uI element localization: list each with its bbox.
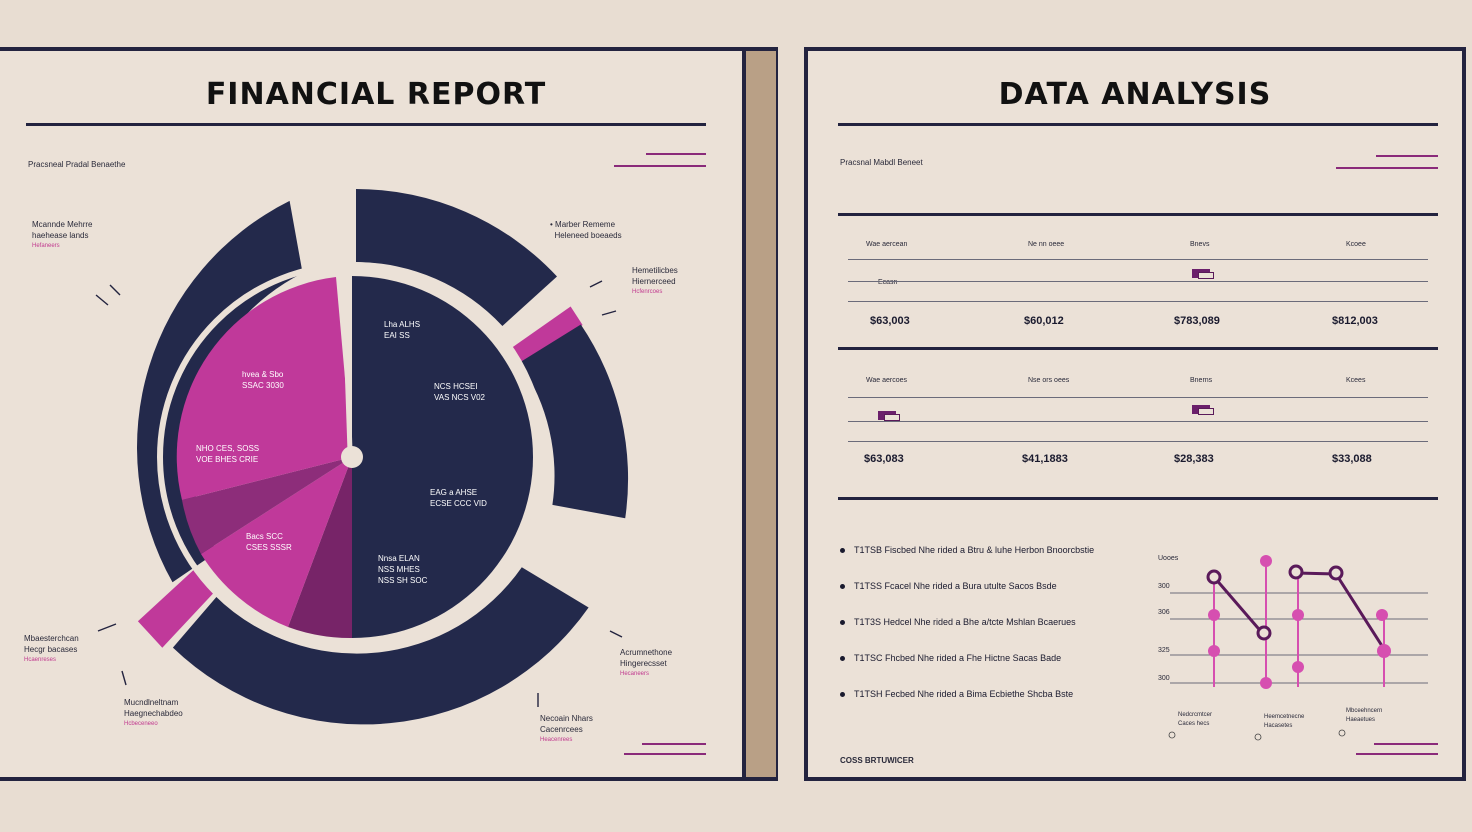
data-marker — [1192, 405, 1214, 415]
accent-line — [624, 753, 706, 755]
panel-subtitle: Pracsneal Pradal Benaethe — [28, 160, 126, 169]
table-value: $60,012 — [1024, 315, 1064, 327]
accent-line — [1336, 167, 1438, 169]
accent-line — [1374, 743, 1438, 745]
callout: Hemetilicbes Hiernerceed Hcfenrcoes — [632, 266, 678, 295]
column-header: Bnerns — [1190, 377, 1213, 384]
table-value: $63,003 — [870, 315, 910, 327]
data-analysis-panel: DATA ANALYSIS Pracsnal Mabdl Beneet Wae … — [804, 47, 1466, 781]
column-header: Ne nn oeee — [1028, 241, 1065, 248]
chart-tick: 300 — [1158, 583, 1170, 590]
pie-slice-orchid — [201, 457, 352, 627]
callout: Mcannde Mehrre haehease lands Hefaneers — [32, 220, 93, 249]
table-value: $41,1883 — [1022, 453, 1068, 465]
callout: Necoain Nhars Cacenrcees Heacenrees — [540, 714, 593, 743]
section-divider — [838, 347, 1438, 350]
callout: Mbaesterchcan Hecgr bacases Hcaenreses — [24, 634, 79, 663]
chart-caption: Nedcrcmtcer Caces hecs — [1178, 712, 1213, 727]
callout: • Marber Rememe Heleneed boeaeds — [550, 220, 622, 240]
row-note: Ecasn — [878, 279, 898, 286]
outer-ring-segment — [356, 189, 557, 326]
accent-line — [642, 743, 706, 745]
chart-caption: Mbceehncern Haeaetues — [1346, 708, 1383, 723]
chart-caption: Heemcetnecne Hacasetes — [1264, 714, 1305, 729]
column-header: Wae aercoes — [866, 377, 907, 384]
pie-label: Lha ALHS EAI SS — [384, 320, 421, 340]
accent-line — [646, 153, 706, 155]
section-divider — [838, 497, 1438, 500]
panel-title: DATA ANALYSIS — [998, 77, 1272, 112]
table-value: $812,003 — [1332, 315, 1378, 327]
outer-ring-accent — [137, 567, 216, 648]
pie-label: hvea & Sbo SSAC 3030 — [242, 370, 284, 390]
pie-slice-plum — [288, 457, 352, 639]
list-item: T1TSH Fecbed Nhe rided a Bima Ecbiethe S… — [840, 689, 1073, 699]
chart-center-dot — [341, 446, 363, 468]
pie-label: EAG a AHSE ECSE CCC VID — [430, 488, 487, 508]
panel-subtitle: Pracsnal Mabdl Beneet — [840, 158, 923, 167]
list-item: T1TSB Fiscbed Nhe rided a Btru & luhe He… — [840, 545, 1094, 555]
title-divider — [26, 123, 706, 126]
chart-tick: 325 — [1158, 647, 1170, 654]
chart-tick: 300 — [1158, 675, 1170, 682]
pie-label: NCS HCSEI VAS NCS V02 — [434, 382, 485, 402]
chart-tick: Uooes — [1158, 555, 1179, 562]
outer-ring-accent — [511, 306, 583, 367]
outer-ring-segment — [519, 324, 629, 519]
column-header: Kcees — [1346, 377, 1366, 384]
outer-ring-segment — [137, 200, 303, 583]
pie-label: Bacs SCC CSES SSSR — [246, 532, 292, 552]
list-item: T1TSC Fhcbed Nhe rided a Fhe Hictne Saca… — [840, 653, 1061, 663]
data-marker — [1192, 269, 1214, 279]
pie-slice-magenta — [176, 277, 352, 500]
side-strip — [742, 51, 776, 777]
column-header: Nse ors oees — [1028, 377, 1070, 384]
accent-line — [1356, 753, 1438, 755]
title-divider — [838, 123, 1438, 126]
column-header: Kcoee — [1346, 241, 1366, 248]
table-value: $33,088 — [1332, 453, 1372, 465]
list-item: T1T3S Hedcel Nhe rided a Bhe a/tcte Mshl… — [840, 617, 1076, 627]
donut-chart — [95, 189, 629, 725]
column-header: Bnevs — [1190, 241, 1210, 248]
panel-title: FINANCIAL REPORT — [205, 77, 547, 112]
accent-line — [1376, 155, 1438, 157]
financial-report-panel: FINANCIAL REPORT Pracsneal Pradal Benaet… — [0, 47, 778, 781]
table-value: $783,089 — [1174, 315, 1220, 327]
pie-label: NHO CES, SOSS VOE BHES CRIE — [196, 444, 260, 464]
column-header: Wae aercean — [866, 241, 908, 248]
table-value: $63,083 — [864, 453, 904, 465]
list-item: T1TSS Fcacel Nhe rided a Bura utulte Sac… — [840, 581, 1057, 591]
table-value: $28,383 — [1174, 453, 1214, 465]
callout: Mucndlneltnam Haegnechabdeo Hcbeceneeo — [124, 698, 183, 727]
line-dot-chart — [1168, 555, 1428, 741]
accent-line — [614, 165, 706, 167]
callout: Acrumnethone Hingerecsset Hecaneers — [620, 648, 673, 677]
section-divider — [838, 213, 1438, 216]
data-marker — [878, 411, 900, 421]
panel-footer: COSS BRTUWICER — [840, 756, 914, 765]
pie-slice-navy — [352, 276, 533, 638]
outer-ring-segment — [172, 567, 589, 725]
pie-slice-violet — [182, 457, 352, 554]
chart-tick: 306 — [1158, 609, 1170, 616]
pie-label: Nnsa ELAN NSS MHES NSS SH SOC — [378, 554, 428, 585]
